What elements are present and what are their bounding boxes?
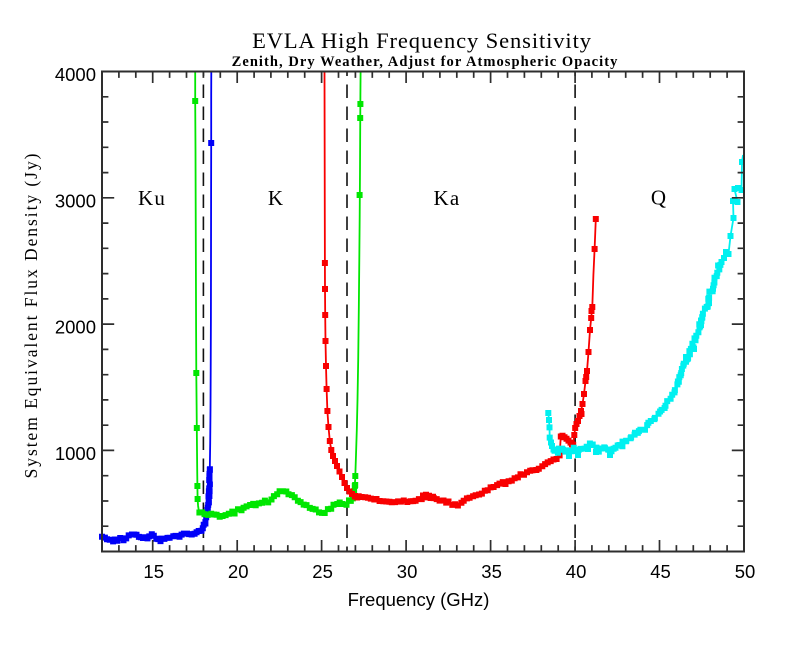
svg-text:35: 35 [481, 561, 502, 582]
svg-text:System Equivalent Flux Density: System Equivalent Flux Density (Jy) [21, 152, 41, 479]
svg-text:4000: 4000 [55, 64, 96, 85]
svg-text:45: 45 [650, 561, 671, 582]
svg-text:Frequency (GHz): Frequency (GHz) [348, 589, 490, 610]
svg-text:40: 40 [566, 561, 587, 582]
svg-text:Ku: Ku [138, 186, 166, 210]
svg-text:50: 50 [735, 561, 756, 582]
svg-text:2000: 2000 [55, 317, 96, 338]
svg-text:3000: 3000 [55, 190, 96, 211]
svg-text:1000: 1000 [55, 443, 96, 464]
svg-text:15: 15 [143, 561, 164, 582]
svg-text:Ka: Ka [434, 186, 461, 210]
svg-text:25: 25 [312, 561, 333, 582]
svg-text:Zenith, Dry Weather, Adjust fo: Zenith, Dry Weather, Adjust for Atmosphe… [232, 54, 619, 70]
svg-text:30: 30 [397, 561, 418, 582]
svg-text:Q: Q [651, 186, 667, 210]
svg-text:K: K [268, 186, 284, 210]
svg-text:20: 20 [228, 561, 249, 582]
svg-text:EVLA High Frequency Sensitivit: EVLA High Frequency Sensitivity [252, 28, 592, 53]
